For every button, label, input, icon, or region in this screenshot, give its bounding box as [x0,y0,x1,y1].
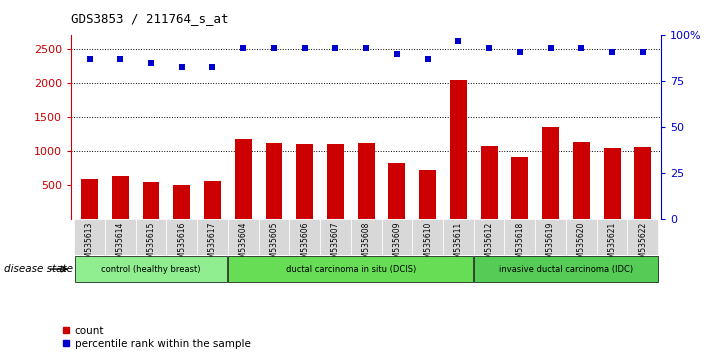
Bar [505,219,535,255]
Point [483,45,495,51]
Bar [474,219,505,255]
Bar [289,219,320,255]
Point [422,57,433,62]
Bar [204,181,221,219]
Bar [327,144,344,219]
Bar [112,176,129,219]
Bar [627,219,658,255]
Bar [105,219,136,255]
Text: GSM535618: GSM535618 [515,221,524,268]
Bar [412,219,443,255]
Bar [74,219,105,255]
Point [545,45,556,51]
Bar [75,256,228,282]
Bar [597,219,627,255]
Bar [604,148,621,219]
Point [176,64,188,69]
Bar [259,219,289,255]
Text: GSM535609: GSM535609 [392,221,402,268]
Bar [443,219,474,255]
Bar [542,127,559,219]
Point [576,45,587,51]
Point [606,49,618,55]
Text: GSM535605: GSM535605 [269,221,279,268]
Text: GSM535613: GSM535613 [85,221,94,268]
Text: disease state: disease state [4,264,73,274]
Text: invasive ductal carcinoma (IDC): invasive ductal carcinoma (IDC) [499,264,633,274]
Point [514,49,525,55]
Bar [511,157,528,219]
Text: GSM535612: GSM535612 [485,221,493,268]
Text: GSM535619: GSM535619 [546,221,555,268]
Bar [388,163,405,219]
Text: ductal carcinoma in situ (DCIS): ductal carcinoma in situ (DCIS) [286,264,416,274]
Bar [634,147,651,219]
Bar [351,219,382,255]
Text: GSM535622: GSM535622 [638,221,647,268]
Bar [450,80,467,219]
Bar [474,256,658,282]
Point [391,51,402,57]
Point [114,57,126,62]
Text: GSM535607: GSM535607 [331,221,340,268]
Bar [296,144,313,219]
Text: GSM535616: GSM535616 [177,221,186,268]
Bar [535,219,566,255]
Point [330,45,341,51]
Point [360,45,372,51]
Bar [143,182,159,219]
Text: GSM535614: GSM535614 [116,221,124,268]
Legend: count, percentile rank within the sample: count, percentile rank within the sample [62,326,250,349]
Bar [358,143,375,219]
Bar [481,146,498,219]
Bar [265,143,282,219]
Bar [566,219,597,255]
Point [145,60,156,66]
Bar [81,179,98,219]
Bar [419,170,436,219]
Point [637,49,648,55]
Bar [166,219,197,255]
Text: GSM535604: GSM535604 [239,221,247,268]
Text: GSM535606: GSM535606 [300,221,309,268]
Point [237,45,249,51]
Bar [573,142,589,219]
Text: GSM535620: GSM535620 [577,221,586,268]
Text: GSM535615: GSM535615 [146,221,156,268]
Bar [382,219,412,255]
Bar [228,256,473,282]
Text: GSM535611: GSM535611 [454,221,463,268]
Text: control (healthy breast): control (healthy breast) [101,264,201,274]
Point [453,38,464,44]
Point [299,45,311,51]
Text: GSM535617: GSM535617 [208,221,217,268]
Text: GDS3853 / 211764_s_at: GDS3853 / 211764_s_at [71,12,229,25]
Text: GSM535610: GSM535610 [423,221,432,268]
Bar [228,219,259,255]
Text: GSM535608: GSM535608 [362,221,370,268]
Point [268,45,279,51]
Bar [320,219,351,255]
Text: GSM535621: GSM535621 [608,221,616,268]
Bar [235,139,252,219]
Bar [173,185,191,219]
Bar [136,219,166,255]
Bar [197,219,228,255]
Point [207,64,218,69]
Point [84,57,95,62]
